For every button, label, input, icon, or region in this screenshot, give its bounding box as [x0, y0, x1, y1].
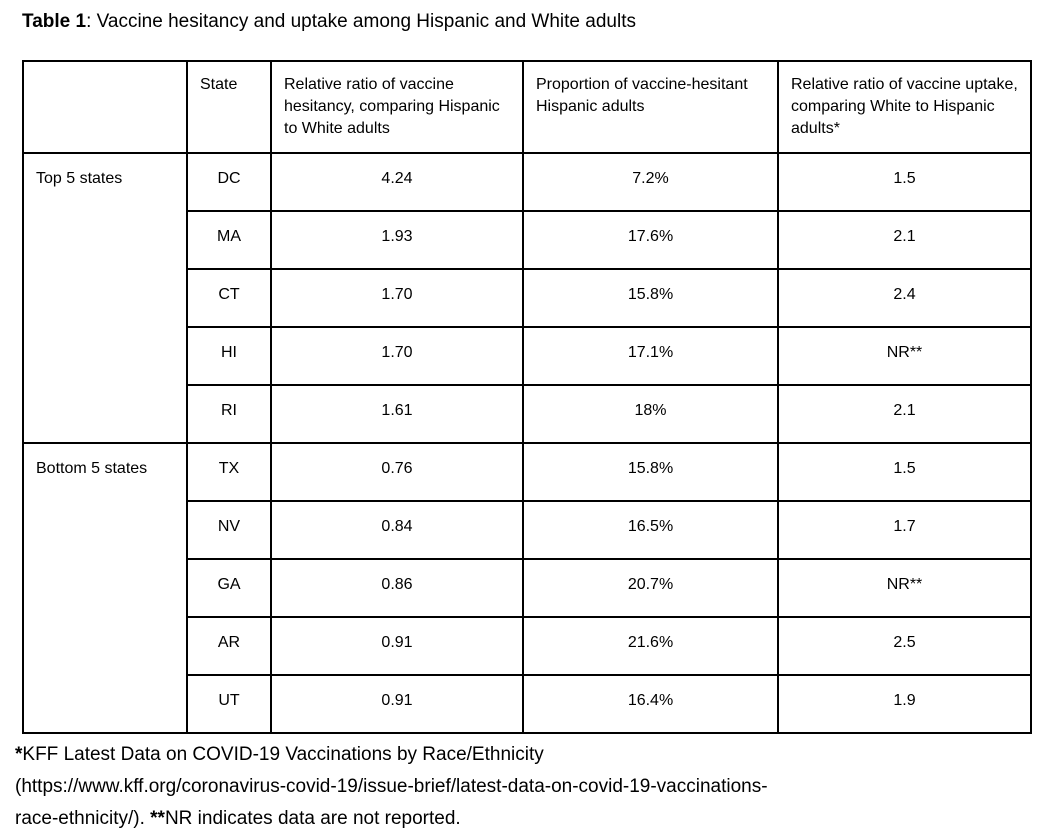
state-cell: AR — [186, 616, 272, 676]
uptake-ratio-cell: 2.1 — [777, 210, 1032, 270]
footnote-nr-note: NR indicates data are not reported. — [164, 808, 461, 829]
state-cell: DC — [186, 152, 272, 212]
table-row: Bottom 5 states TX 0.76 15.8% 1.5 — [22, 442, 1032, 734]
hesitancy-ratio-cell: 0.86 — [270, 558, 524, 618]
table-row: HI 1.70 17.1% NR** — [23, 326, 1032, 386]
uptake-ratio-cell: 1.5 — [777, 152, 1032, 212]
state-cell: CT — [186, 268, 272, 328]
footnote-double-asterisk: ** — [150, 808, 165, 829]
footnote-source-text-1: KFF Latest Data on COVID-19 Vaccinations… — [22, 744, 544, 765]
uptake-ratio-cell: 1.7 — [777, 500, 1032, 560]
header-group-cell — [22, 60, 188, 154]
table-row: UT 0.91 16.4% 1.9 — [23, 674, 1032, 734]
hesitancy-ratio-cell: 1.61 — [270, 384, 524, 444]
table-caption-text: : Vaccine hesitancy and uptake among His… — [86, 11, 636, 32]
uptake-ratio-cell: 2.1 — [777, 384, 1032, 444]
hesitant-proportion-cell: 16.5% — [522, 500, 779, 560]
table-caption-label: Table 1 — [22, 11, 87, 32]
table-row: RI 1.61 18% 2.1 — [23, 384, 1032, 444]
hesitant-proportion-cell: 21.6% — [522, 616, 779, 676]
hesitant-proportion-cell: 15.8% — [522, 268, 779, 328]
table-caption: Table 1: Vaccine hesitancy and uptake am… — [22, 10, 1042, 34]
hesitancy-ratio-cell: 1.70 — [270, 268, 524, 328]
table-row: Top 5 states DC 4.24 7.2% 1.5 — [22, 152, 1032, 444]
header-hesitant-proportion: Proportion of vaccine-hesitant Hispanic … — [522, 60, 779, 154]
state-cell: MA — [186, 210, 272, 270]
hesitant-proportion-cell: 20.7% — [522, 558, 779, 618]
table-row: CT 1.70 15.8% 2.4 — [23, 268, 1032, 328]
header-uptake-ratio: Relative ratio of vaccine uptake, compar… — [777, 60, 1032, 154]
hesitancy-ratio-cell: 4.24 — [270, 152, 524, 212]
table-row: MA 1.93 17.6% 2.1 — [23, 210, 1032, 270]
hesitancy-ratio-cell: 0.91 — [270, 674, 524, 734]
table-row: NV 0.84 16.5% 1.7 — [23, 500, 1032, 560]
state-cell: GA — [186, 558, 272, 618]
footnote-source-line-1: *KFF Latest Data on COVID-19 Vaccination… — [15, 739, 1042, 771]
hesitant-proportion-cell: 15.8% — [522, 442, 779, 502]
state-cell: HI — [186, 326, 272, 386]
table-row: GA 0.86 20.7% NR** — [23, 558, 1032, 618]
hesitancy-ratio-cell: 1.93 — [270, 210, 524, 270]
footnote-source-line-2: (https://www.kff.org/coronavirus-covid-1… — [15, 771, 1042, 803]
group-label-top5: Top 5 states — [22, 152, 188, 444]
group-label-bottom5: Bottom 5 states — [22, 442, 188, 734]
uptake-ratio-cell: 1.9 — [777, 674, 1032, 734]
state-cell: RI — [186, 384, 272, 444]
hesitancy-ratio-cell: 0.76 — [270, 442, 524, 502]
hesitant-proportion-cell: 18% — [522, 384, 779, 444]
hesitancy-ratio-cell: 1.70 — [270, 326, 524, 386]
state-cell: UT — [186, 674, 272, 734]
uptake-ratio-cell: 1.5 — [777, 442, 1032, 502]
table-header-row: State Relative ratio of vaccine hesitanc… — [22, 60, 1032, 154]
hesitant-proportion-cell: 16.4% — [522, 674, 779, 734]
state-cell: NV — [186, 500, 272, 560]
uptake-ratio-cell: NR** — [777, 558, 1032, 618]
footnote-source-url: (https://www.kff.org/coronavirus-covid-1… — [15, 776, 768, 797]
table-row: AR 0.91 21.6% 2.5 — [23, 616, 1032, 676]
header-state: State — [186, 60, 272, 154]
hesitancy-ratio-cell: 0.91 — [270, 616, 524, 676]
uptake-ratio-cell: 2.4 — [777, 268, 1032, 328]
footnote-source-text-3: race-ethnicity/). — [15, 808, 151, 829]
footnotes: *KFF Latest Data on COVID-19 Vaccination… — [15, 739, 1042, 835]
uptake-ratio-cell: 2.5 — [777, 616, 1032, 676]
uptake-ratio-cell: NR** — [777, 326, 1032, 386]
footnote-source-line-3: race-ethnicity/). **NR indicates data ar… — [15, 803, 1042, 835]
hesitancy-ratio-cell: 0.84 — [270, 500, 524, 560]
hesitant-proportion-cell: 17.6% — [522, 210, 779, 270]
hesitant-proportion-cell: 7.2% — [522, 152, 779, 212]
vaccine-hesitancy-table: State Relative ratio of vaccine hesitanc… — [22, 60, 1032, 734]
state-cell: TX — [186, 442, 272, 502]
footnote-asterisk: * — [15, 744, 23, 765]
header-hesitancy-ratio: Relative ratio of vaccine hesitancy, com… — [270, 60, 524, 154]
hesitant-proportion-cell: 17.1% — [522, 326, 779, 386]
